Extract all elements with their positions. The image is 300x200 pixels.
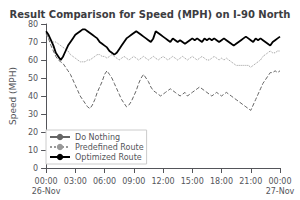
svg-text:Result Comparison for Speed (M: Result Comparison for Speed (MPH) on I-9… bbox=[10, 9, 291, 20]
svg-text:50: 50 bbox=[28, 74, 38, 83]
svg-text:03:00: 03:00 bbox=[64, 177, 87, 186]
svg-text:27-Nov: 27-Nov bbox=[266, 187, 295, 196]
svg-text:70: 70 bbox=[28, 38, 38, 47]
svg-text:26-Nov: 26-Nov bbox=[32, 187, 61, 196]
svg-text:18:00: 18:00 bbox=[210, 177, 233, 186]
svg-text:30: 30 bbox=[28, 110, 38, 119]
svg-text:80: 80 bbox=[28, 20, 38, 29]
svg-text:00:00: 00:00 bbox=[35, 177, 58, 186]
svg-text:09:00: 09:00 bbox=[122, 177, 145, 186]
svg-text:00:00: 00:00 bbox=[268, 177, 291, 186]
svg-text:21:00: 21:00 bbox=[239, 177, 262, 186]
svg-text:10: 10 bbox=[28, 146, 38, 155]
svg-text:40: 40 bbox=[28, 92, 38, 101]
svg-text:06:00: 06:00 bbox=[93, 177, 116, 186]
svg-text:60: 60 bbox=[28, 56, 38, 65]
svg-text:20: 20 bbox=[28, 128, 38, 137]
svg-text:12:00: 12:00 bbox=[152, 177, 175, 186]
svg-text:Do Nothing: Do Nothing bbox=[75, 133, 120, 142]
svg-text:Speed (MPH): Speed (MPH) bbox=[8, 67, 18, 125]
svg-text:0: 0 bbox=[33, 164, 38, 173]
svg-text:Optimized Route: Optimized Route bbox=[75, 153, 142, 162]
svg-text:Predefined Route: Predefined Route bbox=[75, 143, 144, 152]
svg-text:15:00: 15:00 bbox=[181, 177, 204, 186]
